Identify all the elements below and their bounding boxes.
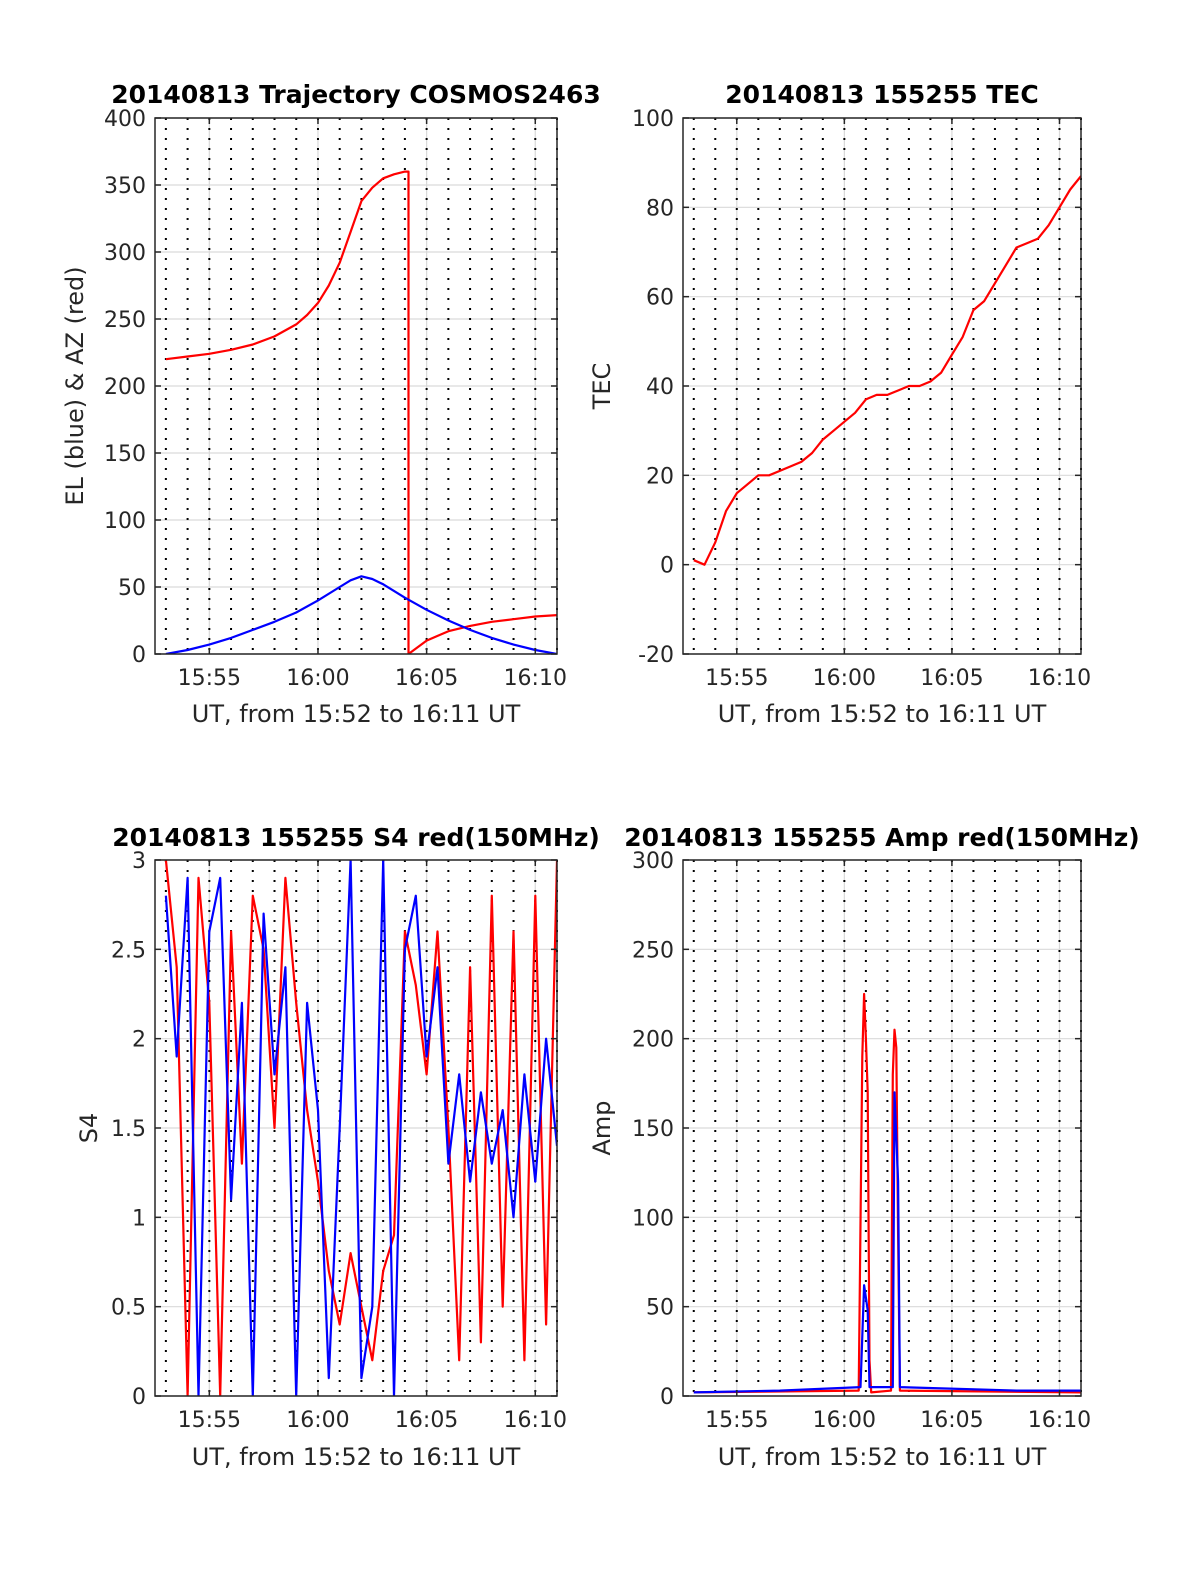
y-tick-label: 50 <box>118 576 146 601</box>
x-tick-label: 15:55 <box>178 666 241 691</box>
y-tick-label: 300 <box>104 241 146 266</box>
title: 20140813 Trajectory COSMOS2463 <box>111 80 601 109</box>
series-line <box>165 170 557 654</box>
x-tick-label: 16:10 <box>1028 1408 1091 1433</box>
x-tick-label: 16:05 <box>920 1408 983 1433</box>
y-tick-label: 200 <box>632 1028 674 1053</box>
x-tick-label: 16:05 <box>920 666 983 691</box>
ylabel: EL (blue) & AZ (red) <box>61 266 89 505</box>
x-tick-label: 15:55 <box>705 666 768 691</box>
y-tick-label: 0 <box>660 554 674 579</box>
series-line <box>164 860 557 1396</box>
panel-trajectory: 20140813 Trajectory COSMOS2463 UT, from … <box>61 80 601 728</box>
y-tick-label: 300 <box>632 849 674 874</box>
x-tick-label: 15:55 <box>705 1408 768 1433</box>
y-tick-label: 2.5 <box>111 938 146 963</box>
x-tick-label: 16:05 <box>395 1408 458 1433</box>
y-tick-label: 2 <box>132 1028 146 1053</box>
y-tick-label: 100 <box>632 1206 674 1231</box>
panel-s4: 20140813 155255 S4 red(150MHz) UT, from … <box>75 823 600 1471</box>
y-tick-label: 1 <box>132 1206 146 1231</box>
panel-amp: 20140813 155255 Amp red(150MHz) UT, from… <box>588 823 1140 1471</box>
x-tick-label: 16:00 <box>813 666 876 691</box>
y-tick-label: 50 <box>646 1296 674 1321</box>
title: 20140813 155255 Amp red(150MHz) <box>624 823 1140 852</box>
y-tick-label: 250 <box>632 938 674 963</box>
y-tick-label: 100 <box>632 107 674 132</box>
series-line <box>693 175 1081 566</box>
ylabel: Amp <box>588 1100 616 1155</box>
ylabel: S4 <box>75 1113 103 1144</box>
series-line <box>164 860 557 1396</box>
x-tick-label: 16:10 <box>504 1408 567 1433</box>
xlabel: UT, from 15:52 to 16:11 UT <box>718 700 1047 728</box>
title: 20140813 155255 S4 red(150MHz) <box>112 823 600 852</box>
xlabel: UT, from 15:52 to 16:11 UT <box>718 1443 1047 1471</box>
y-tick-label: 3 <box>132 849 146 874</box>
ylabel: TEC <box>588 363 616 411</box>
y-tick-label: 200 <box>104 375 146 400</box>
y-tick-label: 150 <box>104 442 146 467</box>
y-tick-label: 80 <box>646 196 674 221</box>
y-tick-label: 150 <box>632 1117 674 1142</box>
y-tick-label: 60 <box>646 286 674 311</box>
x-tick-label: 16:00 <box>813 1408 876 1433</box>
y-tick-label: 350 <box>104 174 146 199</box>
x-tick-label: 16:00 <box>286 1408 349 1433</box>
y-tick-label: 0.5 <box>111 1296 146 1321</box>
y-tick-label: 20 <box>646 464 674 489</box>
y-tick-label: 40 <box>646 375 674 400</box>
x-tick-label: 15:55 <box>178 1408 241 1433</box>
y-tick-label: 0 <box>132 643 146 668</box>
y-tick-label: 400 <box>104 107 146 132</box>
y-tick-label: 1.5 <box>111 1117 146 1142</box>
panel-tec: 20140813 155255 TEC UT, from 15:52 to 16… <box>588 80 1091 728</box>
x-tick-label: 16:10 <box>1028 666 1091 691</box>
y-tick-label: -20 <box>638 643 674 668</box>
y-tick-label: 250 <box>104 308 146 333</box>
x-tick-label: 16:00 <box>286 666 349 691</box>
x-tick-label: 16:05 <box>395 666 458 691</box>
title: 20140813 155255 TEC <box>725 80 1038 109</box>
y-tick-label: 0 <box>660 1385 674 1410</box>
xlabel: UT, from 15:52 to 16:11 UT <box>192 700 521 728</box>
y-tick-label: 100 <box>104 509 146 534</box>
x-tick-label: 16:10 <box>504 666 567 691</box>
series-line <box>165 575 557 654</box>
series-line <box>693 1091 1081 1394</box>
y-tick-label: 0 <box>132 1385 146 1410</box>
xlabel: UT, from 15:52 to 16:11 UT <box>192 1443 521 1471</box>
